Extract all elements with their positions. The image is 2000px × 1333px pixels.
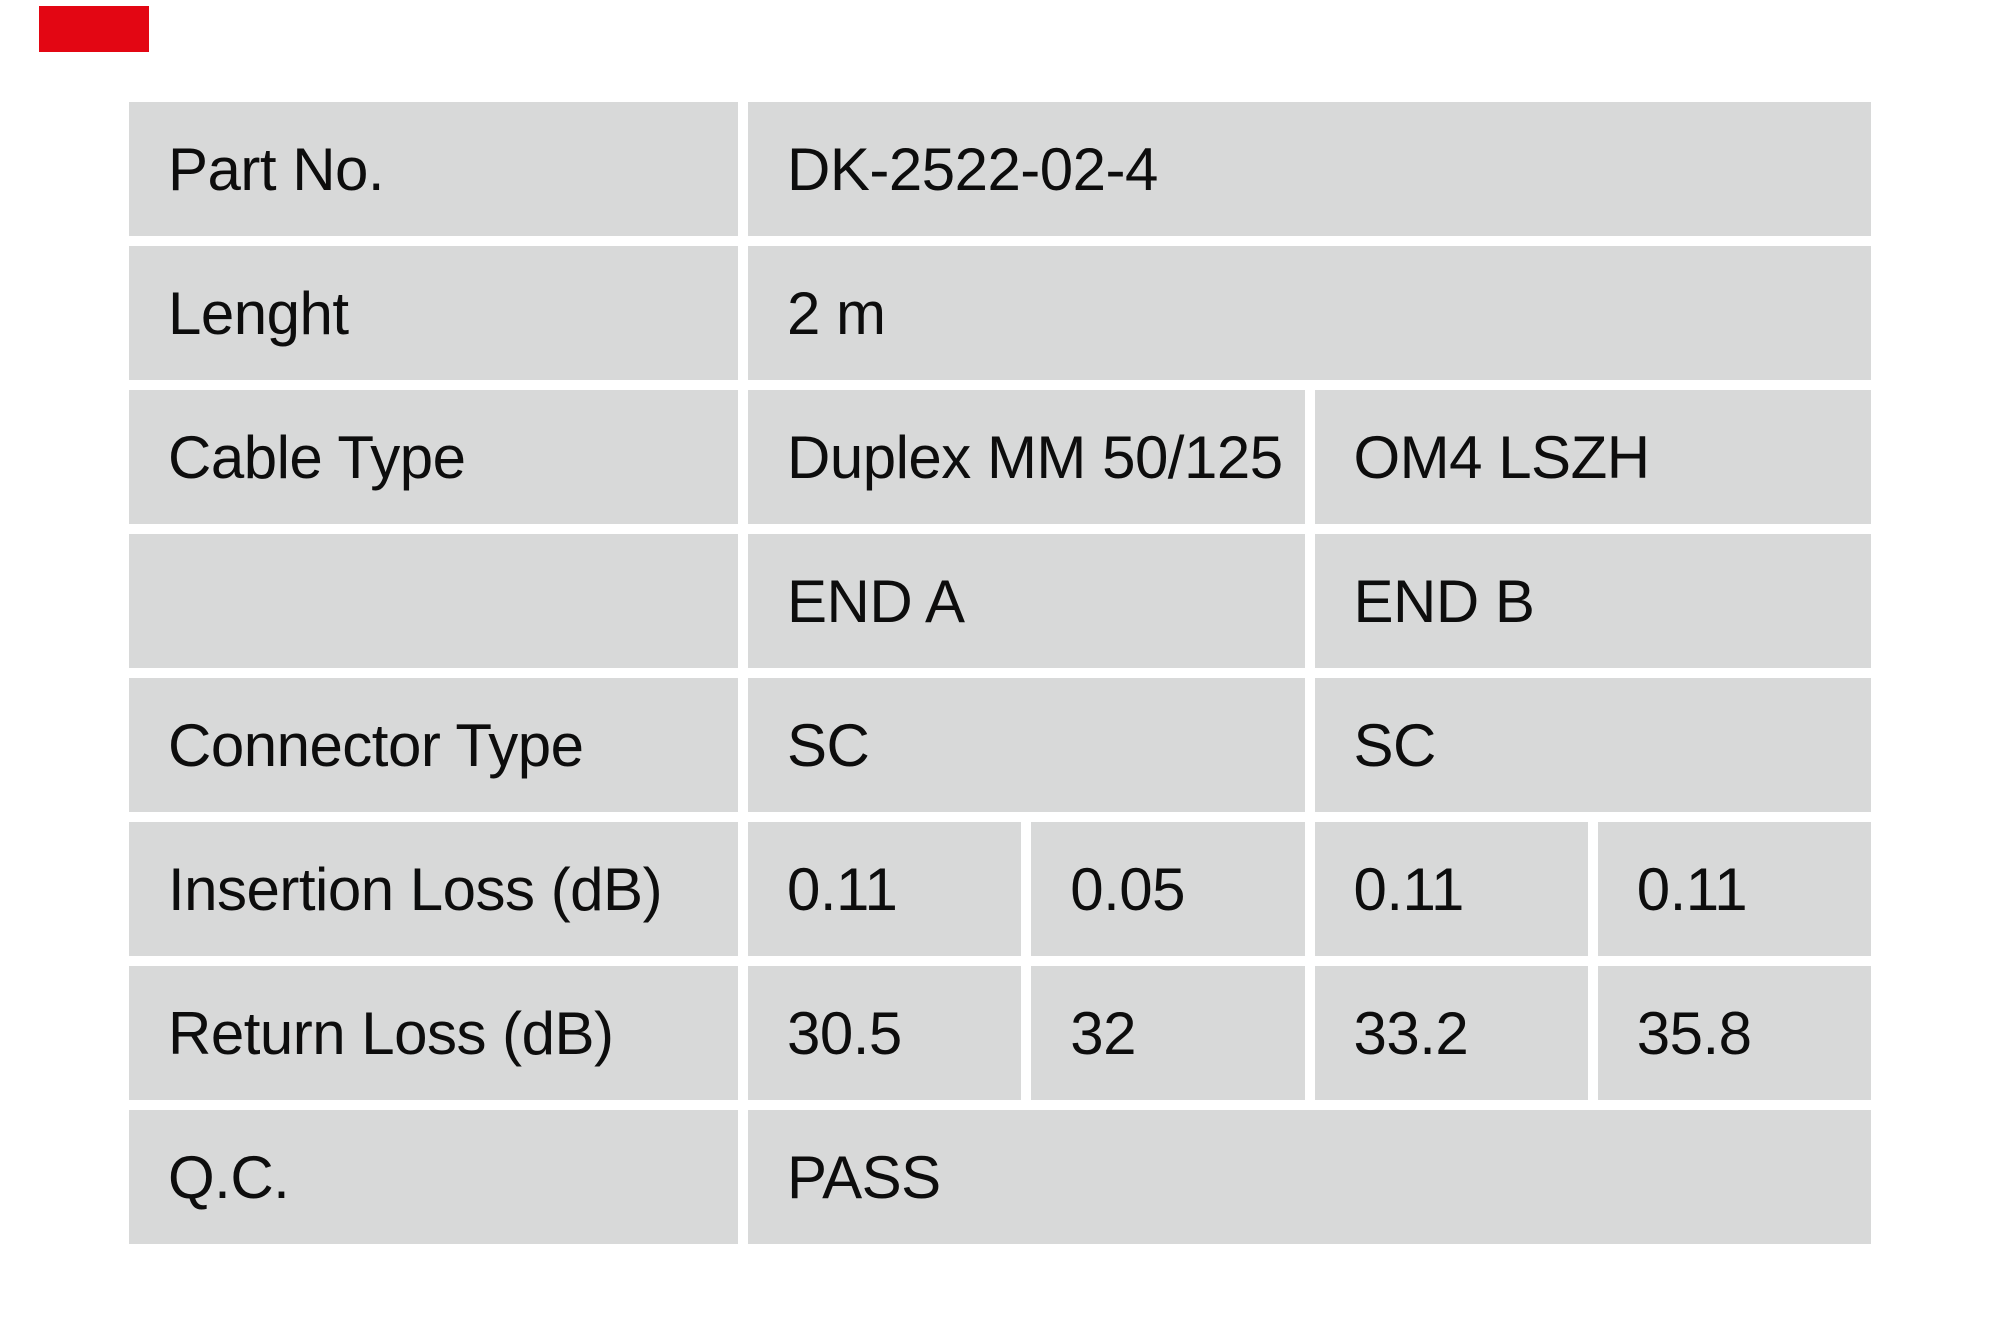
value-return-loss-a1: 30.5 bbox=[748, 966, 1022, 1100]
value-connector-end-a: SC bbox=[748, 678, 1305, 812]
value-length: 2 m bbox=[748, 246, 1871, 380]
row-label-cable-type: Cable Type bbox=[129, 390, 738, 524]
value-insertion-loss-a1: 0.11 bbox=[748, 822, 1022, 956]
value-return-loss-b1: 33.2 bbox=[1314, 966, 1588, 1100]
value-return-loss-b2: 35.8 bbox=[1597, 966, 1871, 1100]
header-end-a: END A bbox=[748, 534, 1305, 668]
value-insertion-loss-b1: 0.11 bbox=[1314, 822, 1588, 956]
row-label-connector-type: Connector Type bbox=[129, 678, 738, 812]
row-label-return-loss: Return Loss (dB) bbox=[129, 966, 738, 1100]
value-qc-result: PASS bbox=[748, 1110, 1871, 1244]
row-label-part-no: Part No. bbox=[129, 102, 738, 236]
value-return-loss-a2: 32 bbox=[1031, 966, 1305, 1100]
value-insertion-loss-b2: 0.11 bbox=[1597, 822, 1871, 956]
value-cable-type-class: OM4 LSZH bbox=[1314, 390, 1871, 524]
value-cable-type-spec: Duplex MM 50/125 bbox=[748, 390, 1305, 524]
row-label-length: Lenght bbox=[129, 246, 738, 380]
header-end-b: END B bbox=[1314, 534, 1871, 668]
row-label-empty bbox=[129, 534, 738, 668]
brand-logo-mark bbox=[39, 6, 149, 52]
row-label-insertion-loss: Insertion Loss (dB) bbox=[129, 822, 738, 956]
value-connector-end-b: SC bbox=[1314, 678, 1871, 812]
value-part-no: DK-2522-02-4 bbox=[748, 102, 1871, 236]
spec-table: Part No. DK-2522-02-4 Lenght 2 m Cable T… bbox=[129, 102, 1871, 1244]
row-label-qc: Q.C. bbox=[129, 1110, 738, 1244]
value-insertion-loss-a2: 0.05 bbox=[1031, 822, 1305, 956]
